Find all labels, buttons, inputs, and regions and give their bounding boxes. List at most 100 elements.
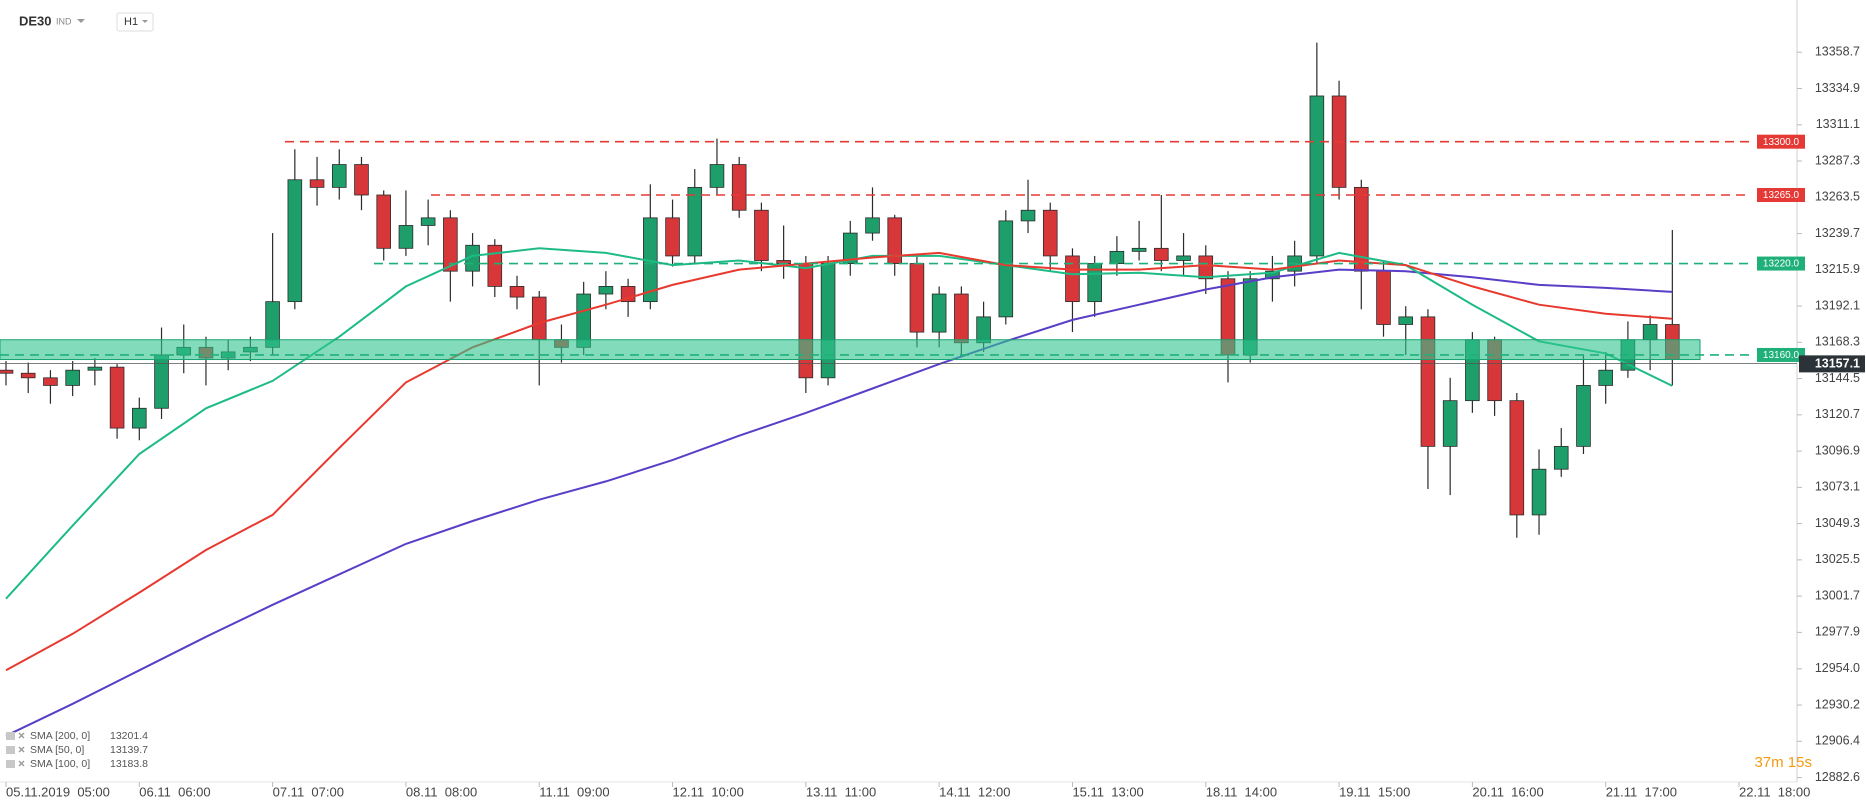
x-tick-label: 05.11.2019 05:00 [6,784,110,799]
legend-close [18,760,25,767]
y-tick-label: 12906.4 [1815,734,1860,748]
candle-body [1642,324,1658,341]
x-tick-label: 21.11 17:00 [1606,784,1677,799]
y-tick-label: 13334.9 [1815,81,1860,95]
x-tick-label: 06.11 06:00 [139,784,210,799]
candle-body [909,263,925,333]
x-tick-label: 07.11 07:00 [273,784,344,799]
candle-body [842,232,858,264]
y-tick-label: 12882.6 [1815,770,1860,784]
legend-name: SMA [200, 0] [30,730,90,742]
x-tick-label: 08.11 08:00 [406,784,477,799]
candle-body [287,179,303,303]
candle-body [154,354,169,409]
y-tick-label: 12977.9 [1815,625,1860,639]
candle-body [531,296,547,341]
candle-body [443,217,458,272]
y-tick-label: 13263.5 [1815,190,1860,204]
candle-body [598,286,614,295]
level-label-box [1757,134,1805,149]
candle-body [1109,250,1125,264]
x-tick-label: 22.11 18:00 [1739,784,1810,799]
candle-body [132,407,147,429]
y-tick-label: 13073.1 [1815,480,1860,494]
y-tick-label: 12954.0 [1815,661,1860,675]
y-tick-label: 13239.7 [1815,226,1860,240]
candle-body [1398,316,1414,325]
candle-body [954,293,969,344]
candle-body [65,369,80,386]
candle-body [354,164,369,196]
candle-body [0,369,14,374]
candle-body [887,217,903,264]
candle-body [1376,270,1391,325]
legend-icon [6,760,15,768]
y-tick-label: 13001.7 [1815,588,1860,602]
x-tick-label: 14.11 12:00 [939,784,1010,799]
candle-body [398,225,414,249]
y-tick-label: 13168.3 [1815,335,1860,349]
y-tick-label: 13120.7 [1815,407,1860,421]
candle-body [1198,255,1214,280]
candle-timer: 37m 15s [1754,754,1812,771]
candle-body [1598,369,1613,386]
y-tick-label: 12930.2 [1815,697,1860,711]
interval-dropdown[interactable] [142,20,148,23]
candle-body [687,186,703,257]
x-tick-label: 15.11 13:00 [1072,784,1143,799]
interval[interactable]: H1 [124,16,138,28]
y-tick-label: 13215.9 [1815,262,1860,276]
support-zone [0,339,1701,361]
y-tick-label: 13287.3 [1815,153,1860,167]
candle-body [1176,255,1191,261]
candle-body [976,316,991,344]
interval-box[interactable] [116,12,154,32]
sma-line [5,268,1673,737]
candle-body [1576,385,1591,447]
market: IND [56,16,72,26]
y-tick-label: 13144.5 [1815,371,1860,385]
candle-body [509,286,525,298]
candle-body [820,263,836,379]
candle-body [1354,186,1369,272]
y-tick-label: 13049.3 [1815,516,1860,530]
y-tick-label: 13192.1 [1815,298,1860,312]
legend-icon [6,746,15,754]
y-tick-label: 13311.1 [1816,117,1860,131]
candle-body [731,164,747,211]
legend-value: 13139.7 [110,744,148,756]
candle-body [1442,400,1458,447]
level-label: 13265.0 [1763,190,1800,201]
symbol-dropdown[interactable] [77,19,85,23]
legend-value: 13183.8 [110,758,148,770]
candle-body [376,194,391,249]
price-label: 13157.1 [1815,357,1860,371]
candle-body [20,372,36,379]
legend-value: 13201.4 [110,730,148,742]
level-label: 13160.0 [1763,350,1800,361]
level-label-box [1757,256,1805,271]
candle-body [865,217,880,234]
candle-body [1042,209,1058,257]
candle-body [43,377,58,386]
level-label: 13300.0 [1763,137,1800,148]
price-label-box [1799,355,1865,373]
x-tick-label: 20.11 16:00 [1472,784,1543,799]
candle-body [1309,95,1325,257]
candle-body [420,217,436,226]
candle-body [1020,209,1036,222]
x-tick-label: 12.11 10:00 [673,784,744,799]
symbol[interactable]: DE30 [19,13,52,28]
candle-body [1553,445,1569,470]
legend-icon [6,732,15,740]
candle-body [309,179,325,188]
candle-body [1154,247,1169,261]
y-tick-label: 13025.5 [1815,552,1860,566]
candle-body [1265,270,1280,280]
legend-close [18,746,25,753]
candle-body [1531,468,1547,516]
legend-close [18,732,25,739]
candle-body [754,209,769,261]
